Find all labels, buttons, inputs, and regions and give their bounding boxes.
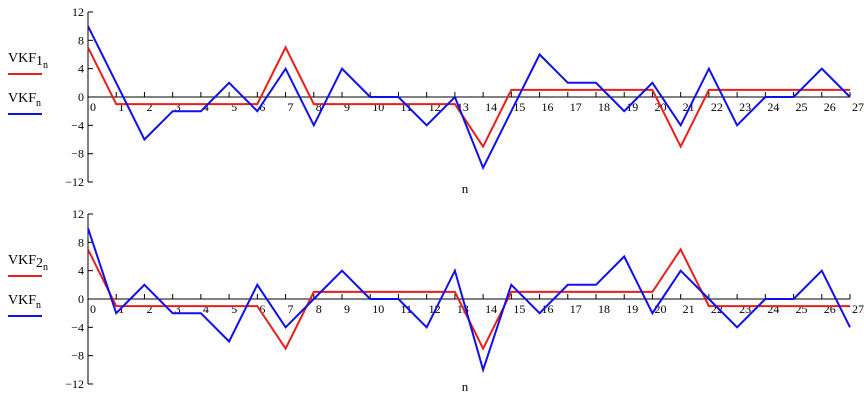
y-tick-label: 4: [78, 264, 84, 278]
legend-entry-label: VKFn: [8, 91, 41, 109]
x-tick-label: 7: [288, 302, 294, 316]
x-tick-label: 26: [824, 302, 836, 316]
x-tick-label: 2: [146, 302, 152, 316]
x-tick-label: 11: [400, 100, 412, 114]
x-tick-label: 10: [372, 302, 384, 316]
x-tick-label: 14: [485, 302, 497, 316]
x-tick-label: 0: [90, 302, 96, 316]
x-tick-label: 4: [203, 302, 209, 316]
x-tick-label: 17: [570, 100, 582, 114]
x-tick-label: 15: [513, 302, 525, 316]
x-tick-label: 11: [400, 302, 412, 316]
x-tick-label: 24: [767, 100, 779, 114]
series-line-red: [87, 45, 850, 149]
x-tick-label: 17: [570, 302, 582, 316]
x-tick-label: 8: [316, 302, 322, 316]
x-tick-label: 1: [118, 100, 124, 114]
x-tick-label: 16: [542, 100, 554, 114]
x-tick-label: 19: [626, 100, 638, 114]
y-tick-label: −12: [65, 377, 84, 391]
x-tick-label: 3: [175, 100, 181, 114]
x-tick-label: 24: [767, 302, 779, 316]
x-tick-label: 7: [288, 100, 294, 114]
y-tick-label: −4: [71, 118, 84, 132]
x-tick-label: 0: [90, 100, 96, 114]
legend-entry-label: VKFn: [8, 293, 41, 311]
y-tick-label: −8: [71, 147, 84, 161]
x-tick-label: 9: [344, 100, 350, 114]
x-tick-label: 22: [711, 100, 723, 114]
x-tick-label: 2: [146, 100, 152, 114]
x-tick-label: 23: [739, 100, 751, 114]
x-tick-label: 25: [796, 302, 808, 316]
x-tick-label: 5: [231, 100, 237, 114]
x-tick-label: 8: [316, 100, 322, 114]
y-tick-label: 4: [78, 62, 84, 76]
x-tick-label: 14: [485, 100, 497, 114]
x-tick-label: 19: [626, 302, 638, 316]
x-axis-label: n: [462, 379, 469, 394]
y-tick-label: 0: [78, 292, 84, 306]
x-tick-label: 21: [683, 302, 695, 316]
x-tick-label: 6: [259, 302, 265, 316]
x-tick-label: 26: [824, 100, 836, 114]
series-line-blue: [87, 25, 851, 171]
y-tick-label: −8: [71, 349, 84, 363]
x-tick-label: 27: [852, 100, 864, 114]
x-tick-label: 6: [259, 100, 265, 114]
x-tick-label: 3: [175, 302, 181, 316]
x-tick-label: 5: [231, 302, 237, 316]
y-tick-label: 12: [72, 207, 84, 221]
x-tick-label: 25: [796, 100, 808, 114]
y-tick-label: 8: [78, 235, 84, 249]
y-tick-label: 12: [72, 5, 84, 19]
x-tick-label: 10: [372, 100, 384, 114]
legend-entry-label: VKF2n: [8, 253, 48, 273]
x-tick-label: 16: [542, 302, 554, 316]
series-line-blue: [87, 227, 851, 374]
x-tick-label: 18: [598, 302, 610, 316]
y-tick-label: 8: [78, 33, 84, 47]
x-tick-label: 15: [513, 100, 525, 114]
x-tick-label: 18: [598, 100, 610, 114]
y-tick-label: −12: [65, 175, 84, 189]
x-tick-label: 27: [852, 302, 864, 316]
y-tick-label: −4: [71, 320, 84, 334]
y-tick-label: 0: [78, 90, 84, 104]
x-tick-label: 9: [344, 302, 350, 316]
legend-entry-label: VKF1n: [8, 51, 48, 71]
x-axis-label: n: [462, 181, 469, 196]
